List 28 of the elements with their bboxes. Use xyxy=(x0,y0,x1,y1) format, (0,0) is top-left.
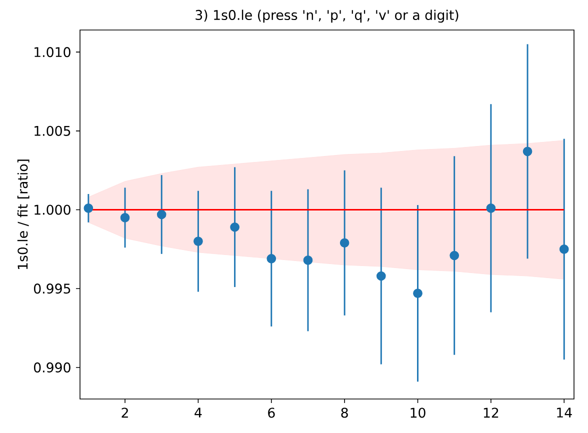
x-tick-label: 4 xyxy=(194,408,202,418)
point xyxy=(522,146,532,156)
chart-title: 3) 1s0.le (press 'n', 'p', 'q', 'v' or a digit) xyxy=(196,10,458,23)
y-tick-label: 1.005 xyxy=(34,126,70,136)
x-tick-label: 14 xyxy=(557,408,572,418)
y-axis-title: 1s0.le / fit [ratio] xyxy=(17,160,30,270)
x-tick-label: 2 xyxy=(122,408,128,418)
y-tick-label: 1.010 xyxy=(34,47,70,58)
y-tick-label: 0.995 xyxy=(34,284,70,294)
point xyxy=(450,250,460,260)
point xyxy=(340,238,350,248)
point xyxy=(413,288,422,298)
point xyxy=(559,244,569,254)
point xyxy=(156,210,166,220)
point xyxy=(194,236,203,246)
point xyxy=(230,222,240,232)
x-tick-label: 6 xyxy=(268,408,275,418)
point xyxy=(84,204,94,213)
y-tick-label: 1.000 xyxy=(34,204,70,215)
point xyxy=(266,254,276,264)
point xyxy=(376,271,386,281)
x-tick-label: 8 xyxy=(341,408,348,418)
y-tick-label: 0.990 xyxy=(34,362,70,373)
x-tick-label: 12 xyxy=(484,408,498,418)
point xyxy=(486,204,496,213)
point xyxy=(303,256,313,265)
point xyxy=(120,212,130,222)
x-tick-label: 10 xyxy=(410,408,426,418)
